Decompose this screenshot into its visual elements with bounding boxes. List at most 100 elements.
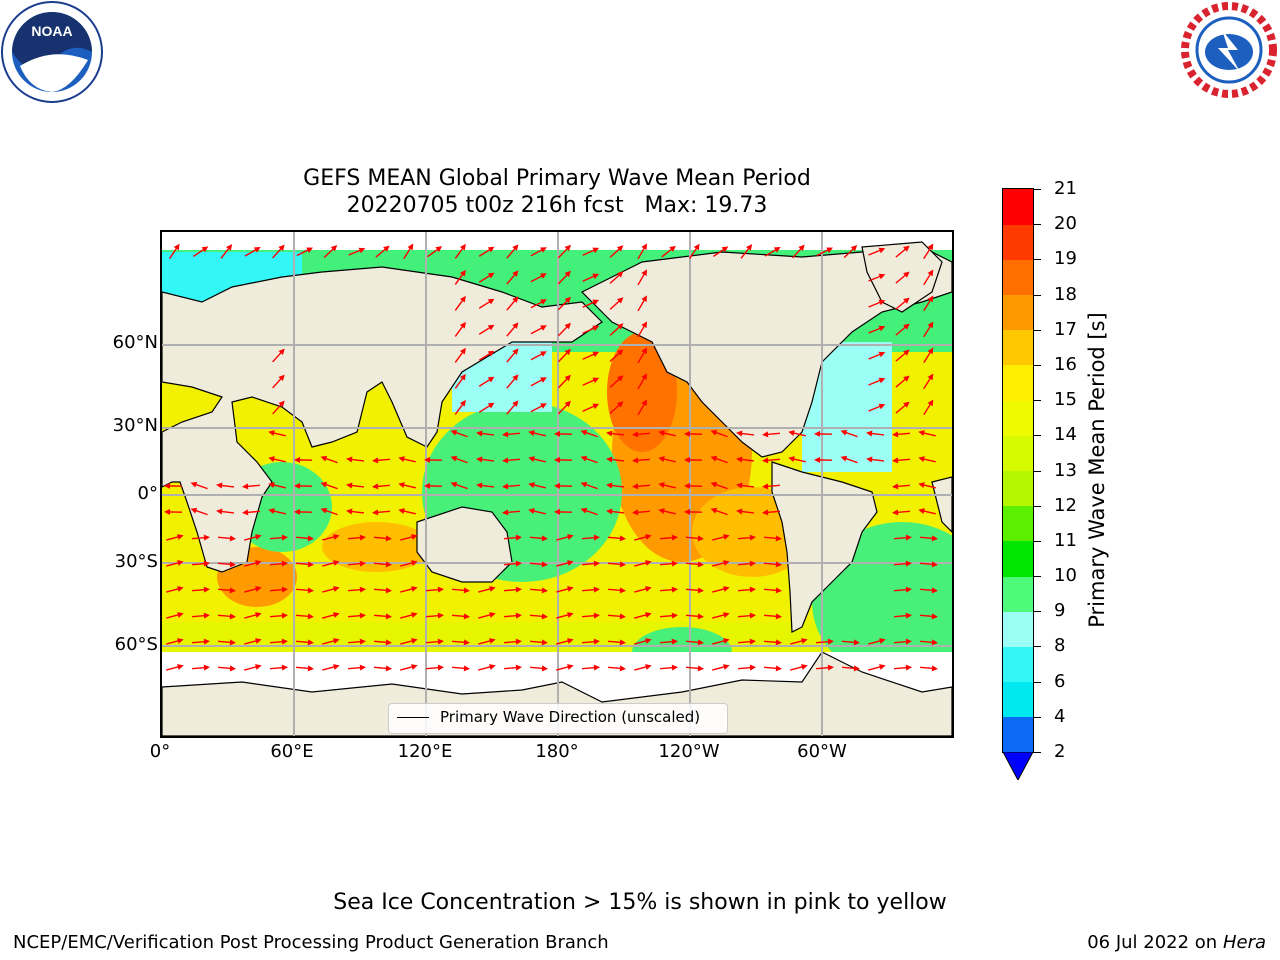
direction-arrow: [712, 638, 730, 645]
direction-arrow: [506, 348, 519, 363]
direction-arrow: [242, 509, 261, 516]
direction-arrow: [606, 508, 625, 515]
direction-arrow: [918, 456, 936, 463]
direction-arrow: [478, 664, 496, 671]
direction-arrow: [530, 351, 547, 361]
direction-arrow: [918, 482, 936, 489]
direction-arrow: [347, 664, 366, 671]
direction-arrow: [581, 534, 600, 541]
colorbar-segment: [1003, 576, 1033, 612]
direction-arrow: [529, 587, 548, 594]
direction-arrow: [632, 509, 651, 516]
direction-arrow: [684, 482, 703, 489]
direction-arrow: [737, 534, 756, 541]
direction-arrow: [685, 587, 704, 594]
direction-arrow: [684, 508, 703, 515]
direction-arrow: [216, 482, 235, 489]
direction-arrow: [764, 247, 781, 257]
direction-arrow: [347, 586, 366, 593]
direction-arrow: [788, 456, 806, 463]
direction-arrow: [557, 244, 571, 259]
direction-arrow: [892, 483, 911, 490]
direction-arrow: [607, 613, 626, 620]
direction-arrow: [478, 324, 495, 335]
direction-arrow: [502, 483, 521, 490]
direction-arrow: [580, 455, 598, 464]
direction-arrow: [606, 482, 625, 489]
direction-arrow: [607, 639, 626, 646]
direction-arrow: [843, 245, 858, 259]
direction-arrow: [166, 534, 184, 541]
direction-arrow: [242, 483, 261, 490]
direction-arrow: [895, 297, 910, 310]
direction-arrow: [712, 534, 730, 541]
direction-arrow: [895, 245, 910, 258]
direction-arrow: [375, 245, 390, 258]
colorbar-tick-mark: [1033, 505, 1041, 507]
direction-arrow: [503, 612, 522, 619]
direction-arrow: [164, 482, 183, 489]
colorbar-segment: [1003, 681, 1033, 718]
direction-arrow: [895, 401, 910, 414]
direction-arrow: [580, 481, 598, 490]
colorbar-under-arrow: [1003, 752, 1033, 780]
direction-arrow: [530, 299, 547, 309]
direction-arrow: [217, 587, 236, 594]
colorbar-tick-label: 4: [1054, 705, 1066, 727]
direction-arrow: [398, 508, 416, 515]
direction-arrow: [923, 399, 934, 416]
direction-arrow: [269, 560, 288, 567]
direction-arrow: [893, 560, 912, 567]
direction-arrow: [790, 638, 808, 645]
colorbar-tick-label: 18: [1054, 283, 1077, 305]
direction-arrow: [373, 613, 392, 620]
colorbar-tick-mark: [1033, 189, 1041, 190]
direction-arrow: [557, 322, 571, 337]
direction-arrow: [815, 638, 834, 645]
direction-arrow: [295, 613, 314, 620]
direction-arrow: [923, 373, 934, 390]
direction-arrow: [580, 507, 598, 516]
direction-arrow: [373, 535, 392, 542]
direction-arrow: [609, 375, 624, 388]
colorbar-segment: [1003, 435, 1033, 471]
noaa-logo-text: NOAA: [31, 23, 72, 39]
direction-arrow: [868, 325, 886, 334]
direction-arrow: [893, 638, 912, 645]
direction-arrow: [295, 535, 314, 542]
direction-arrow: [868, 351, 886, 360]
direction-arrow: [637, 269, 647, 286]
colorbar-segment: [1003, 540, 1033, 577]
direction-arrow: [530, 247, 547, 257]
direction-arrow: [269, 638, 288, 645]
direction-arrow: [710, 507, 728, 516]
direction-arrow: [403, 243, 414, 260]
direction-arrow: [269, 586, 288, 593]
direction-arrow: [424, 482, 443, 489]
direction-arrow: [451, 613, 470, 620]
direction-arrow: [347, 612, 366, 619]
direction-arrow: [217, 613, 236, 620]
direction-arrow: [451, 639, 470, 646]
legend-label: Primary Wave Direction (unscaled): [440, 708, 701, 726]
direction-arrow: [454, 321, 466, 337]
nws-logo: [1178, 0, 1280, 100]
direction-arrow: [892, 457, 911, 464]
colorbar-tick-label: 11: [1054, 529, 1077, 551]
colorbar-tick-mark: [1033, 681, 1041, 683]
direction-arrow: [581, 586, 600, 593]
direction-arrow: [191, 586, 210, 593]
colorbar: [1002, 188, 1034, 780]
direction-arrow: [478, 638, 496, 645]
direction-arrow: [581, 664, 600, 671]
direction-arrow: [244, 534, 262, 541]
wave-direction-arrows: [164, 243, 938, 672]
direction-arrow: [762, 509, 781, 516]
direction-arrow: [372, 509, 391, 516]
direction-arrow: [923, 347, 934, 364]
direction-arrow: [919, 587, 938, 594]
map-canvas: [162, 232, 952, 736]
direction-arrow: [190, 481, 208, 490]
direction-arrow: [637, 399, 647, 416]
direction-arrow: [373, 587, 392, 594]
